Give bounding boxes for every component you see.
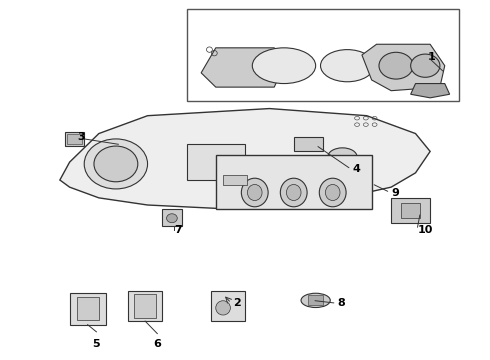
- Bar: [223, 175, 247, 185]
- Ellipse shape: [411, 54, 440, 77]
- Bar: [67, 134, 82, 144]
- Text: 2: 2: [233, 298, 241, 308]
- Ellipse shape: [247, 184, 262, 201]
- Ellipse shape: [242, 178, 268, 207]
- Polygon shape: [411, 84, 450, 98]
- Ellipse shape: [252, 48, 316, 84]
- Polygon shape: [60, 109, 430, 208]
- Text: 6: 6: [153, 339, 161, 349]
- Ellipse shape: [84, 139, 147, 189]
- Bar: [77, 297, 99, 320]
- Ellipse shape: [167, 214, 177, 223]
- Polygon shape: [201, 48, 284, 87]
- Bar: [70, 293, 106, 325]
- Bar: [134, 294, 156, 318]
- Text: 5: 5: [93, 339, 100, 349]
- Bar: [162, 208, 182, 226]
- Text: 1: 1: [428, 52, 436, 62]
- Text: 4: 4: [352, 164, 360, 174]
- Bar: [65, 132, 84, 146]
- Text: 9: 9: [391, 188, 399, 198]
- Bar: [391, 198, 430, 223]
- Text: 8: 8: [338, 298, 345, 308]
- Ellipse shape: [328, 148, 357, 166]
- Polygon shape: [362, 44, 445, 91]
- Ellipse shape: [216, 301, 230, 315]
- Bar: [187, 144, 245, 180]
- Bar: [294, 137, 323, 152]
- Ellipse shape: [287, 184, 301, 201]
- Ellipse shape: [94, 146, 138, 182]
- Bar: [216, 155, 372, 208]
- Bar: [128, 291, 162, 321]
- Bar: [187, 9, 460, 102]
- Ellipse shape: [319, 178, 346, 207]
- Ellipse shape: [280, 178, 307, 207]
- Text: 3: 3: [77, 132, 85, 142]
- Bar: [211, 291, 245, 321]
- Text: 10: 10: [418, 225, 433, 235]
- Bar: [308, 295, 323, 305]
- Ellipse shape: [325, 184, 340, 201]
- Text: 7: 7: [174, 225, 182, 235]
- Ellipse shape: [320, 50, 374, 82]
- Bar: [401, 203, 420, 217]
- Ellipse shape: [379, 52, 413, 79]
- Ellipse shape: [301, 293, 330, 307]
